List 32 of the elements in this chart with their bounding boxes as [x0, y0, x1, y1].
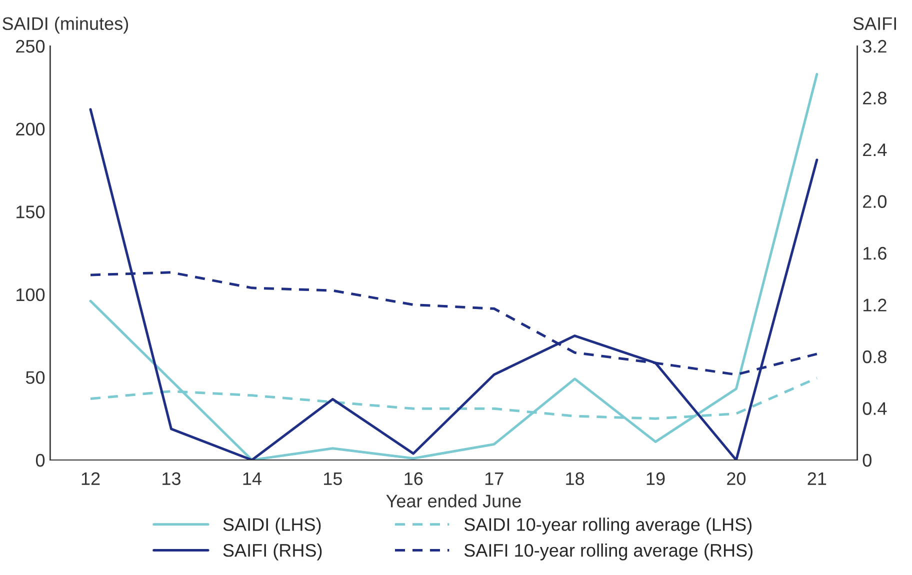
legend-label: SAIDI (LHS) [223, 518, 321, 534]
x-tick-label: 16 [404, 472, 423, 486]
y-tick-label: 50 [26, 371, 45, 384]
y-tick-label: 0 [36, 454, 45, 467]
x-tick-label: 20 [727, 472, 746, 486]
y-tick-label: 250 [16, 40, 45, 53]
x-tick-label: 14 [243, 472, 262, 485]
x-tick-label: 18 [566, 472, 584, 486]
y2-tick-label: 1.6 [864, 246, 886, 260]
x-tick-label: 21 [808, 472, 826, 485]
x-tick-label: 17 [485, 472, 504, 485]
x-tick-label: 19 [646, 472, 665, 486]
y2-tick-label: 2.4 [863, 143, 887, 156]
y2-tick-label: 0.8 [862, 350, 886, 364]
y2-tick-label: 2.8 [863, 92, 886, 104]
y2-tick-label: 1.2 [864, 298, 886, 312]
legend-label: SAIDI 10-year rolling average (LHS) [464, 518, 752, 534]
y-tick-label: 100 [16, 288, 45, 302]
x-axis-title: Year ended June [386, 494, 521, 508]
y2-tick-label: 2.0 [863, 195, 887, 208]
y-tick-label: 150 [16, 206, 45, 218]
legend-label: SAIFI 10-year rolling average (RHS) [464, 544, 752, 560]
y2-axis-title: SAIFI [853, 17, 896, 30]
y2-tick-label: 3.2 [862, 40, 886, 53]
y-tick-label: 200 [16, 122, 45, 136]
y-axis-title: SAIDI (minutes) [2, 16, 128, 34]
legend-label: SAIFI (RHS) [223, 544, 322, 560]
y2-tick-label: 0 [862, 454, 872, 467]
x-tick-label: 13 [162, 472, 180, 486]
y2-tick-label: 0.4 [862, 402, 887, 415]
x-tick-label: 12 [82, 472, 100, 485]
x-tick-label: 15 [324, 472, 342, 486]
